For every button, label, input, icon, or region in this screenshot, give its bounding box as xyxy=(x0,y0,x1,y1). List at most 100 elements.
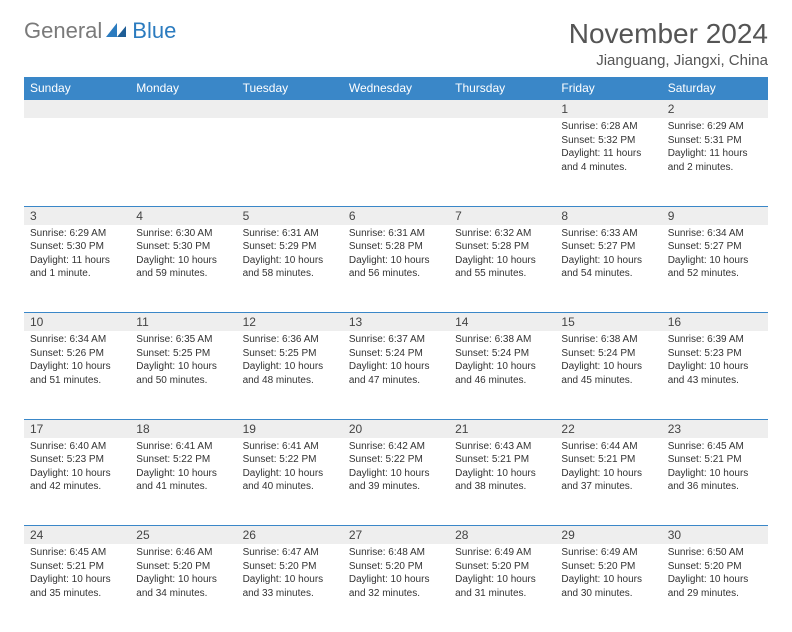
day-cell: Sunrise: 6:43 AMSunset: 5:21 PMDaylight:… xyxy=(449,438,555,526)
sunset-text: Sunset: 5:22 PM xyxy=(349,453,443,467)
week-content-row: Sunrise: 6:34 AMSunset: 5:26 PMDaylight:… xyxy=(24,331,768,419)
daylight-text: Daylight: 10 hours and 46 minutes. xyxy=(455,360,549,387)
day-content: Sunrise: 6:45 AMSunset: 5:21 PMDaylight:… xyxy=(24,544,130,606)
day-header: Thursday xyxy=(449,77,555,100)
logo: General Blue xyxy=(24,18,176,44)
daynum-cell: 21 xyxy=(449,419,555,438)
sunset-text: Sunset: 5:24 PM xyxy=(561,347,655,361)
day-cell xyxy=(449,118,555,206)
daynum-cell xyxy=(237,100,343,119)
daynum-cell: 6 xyxy=(343,206,449,225)
day-content: Sunrise: 6:49 AMSunset: 5:20 PMDaylight:… xyxy=(449,544,555,606)
day-cell xyxy=(130,118,236,206)
day-number: 17 xyxy=(24,420,130,438)
day-content: Sunrise: 6:32 AMSunset: 5:28 PMDaylight:… xyxy=(449,225,555,287)
day-content: Sunrise: 6:34 AMSunset: 5:26 PMDaylight:… xyxy=(24,331,130,393)
day-content: Sunrise: 6:31 AMSunset: 5:29 PMDaylight:… xyxy=(237,225,343,287)
sunrise-text: Sunrise: 6:30 AM xyxy=(136,227,230,241)
day-cell xyxy=(237,118,343,206)
sunrise-text: Sunrise: 6:33 AM xyxy=(561,227,655,241)
day-content: Sunrise: 6:29 AMSunset: 5:31 PMDaylight:… xyxy=(662,118,768,180)
day-header: Saturday xyxy=(662,77,768,100)
daynum-cell: 11 xyxy=(130,313,236,332)
sunset-text: Sunset: 5:22 PM xyxy=(136,453,230,467)
day-cell: Sunrise: 6:39 AMSunset: 5:23 PMDaylight:… xyxy=(662,331,768,419)
day-number: 11 xyxy=(130,313,236,331)
day-content: Sunrise: 6:33 AMSunset: 5:27 PMDaylight:… xyxy=(555,225,661,287)
day-cell: Sunrise: 6:37 AMSunset: 5:24 PMDaylight:… xyxy=(343,331,449,419)
daylight-text: Daylight: 10 hours and 36 minutes. xyxy=(668,467,762,494)
day-number: 19 xyxy=(237,420,343,438)
day-cell: Sunrise: 6:31 AMSunset: 5:28 PMDaylight:… xyxy=(343,225,449,313)
day-number: 13 xyxy=(343,313,449,331)
sunrise-text: Sunrise: 6:38 AM xyxy=(561,333,655,347)
daynum-cell: 26 xyxy=(237,526,343,545)
daynum-cell: 7 xyxy=(449,206,555,225)
day-content: Sunrise: 6:49 AMSunset: 5:20 PMDaylight:… xyxy=(555,544,661,606)
day-number: 3 xyxy=(24,207,130,225)
day-number: 7 xyxy=(449,207,555,225)
day-header: Tuesday xyxy=(237,77,343,100)
day-cell: Sunrise: 6:49 AMSunset: 5:20 PMDaylight:… xyxy=(555,544,661,632)
day-content: Sunrise: 6:40 AMSunset: 5:23 PMDaylight:… xyxy=(24,438,130,500)
day-content: Sunrise: 6:43 AMSunset: 5:21 PMDaylight:… xyxy=(449,438,555,500)
day-number: 18 xyxy=(130,420,236,438)
logo-mark-icon xyxy=(106,21,128,42)
week-daynum-row: 12 xyxy=(24,100,768,119)
day-cell: Sunrise: 6:45 AMSunset: 5:21 PMDaylight:… xyxy=(24,544,130,632)
day-content: Sunrise: 6:39 AMSunset: 5:23 PMDaylight:… xyxy=(662,331,768,393)
sunrise-text: Sunrise: 6:34 AM xyxy=(30,333,124,347)
sunrise-text: Sunrise: 6:45 AM xyxy=(668,440,762,454)
day-content: Sunrise: 6:36 AMSunset: 5:25 PMDaylight:… xyxy=(237,331,343,393)
day-number: 30 xyxy=(662,526,768,544)
day-cell: Sunrise: 6:31 AMSunset: 5:29 PMDaylight:… xyxy=(237,225,343,313)
week-daynum-row: 3456789 xyxy=(24,206,768,225)
day-number: 20 xyxy=(343,420,449,438)
sunrise-text: Sunrise: 6:39 AM xyxy=(668,333,762,347)
day-cell: Sunrise: 6:29 AMSunset: 5:30 PMDaylight:… xyxy=(24,225,130,313)
sunset-text: Sunset: 5:31 PM xyxy=(668,134,762,148)
day-content: Sunrise: 6:38 AMSunset: 5:24 PMDaylight:… xyxy=(555,331,661,393)
day-cell: Sunrise: 6:50 AMSunset: 5:20 PMDaylight:… xyxy=(662,544,768,632)
week-daynum-row: 24252627282930 xyxy=(24,526,768,545)
day-number: 25 xyxy=(130,526,236,544)
daylight-text: Daylight: 10 hours and 47 minutes. xyxy=(349,360,443,387)
day-cell xyxy=(343,118,449,206)
day-content: Sunrise: 6:28 AMSunset: 5:32 PMDaylight:… xyxy=(555,118,661,180)
sunset-text: Sunset: 5:21 PM xyxy=(455,453,549,467)
day-number: 4 xyxy=(130,207,236,225)
sunset-text: Sunset: 5:27 PM xyxy=(668,240,762,254)
sunset-text: Sunset: 5:22 PM xyxy=(243,453,337,467)
daynum-cell: 20 xyxy=(343,419,449,438)
title-block: November 2024 Jianguang, Jiangxi, China xyxy=(569,18,768,69)
daynum-cell xyxy=(343,100,449,119)
logo-word2: Blue xyxy=(132,18,176,44)
logo-word1: General xyxy=(24,18,102,44)
daynum-cell: 4 xyxy=(130,206,236,225)
sunset-text: Sunset: 5:20 PM xyxy=(243,560,337,574)
sunrise-text: Sunrise: 6:29 AM xyxy=(30,227,124,241)
daylight-text: Daylight: 11 hours and 2 minutes. xyxy=(668,147,762,174)
sunrise-text: Sunrise: 6:34 AM xyxy=(668,227,762,241)
daynum-cell: 30 xyxy=(662,526,768,545)
day-number xyxy=(237,100,343,118)
sunrise-text: Sunrise: 6:49 AM xyxy=(561,546,655,560)
day-header: Sunday xyxy=(24,77,130,100)
daynum-cell: 2 xyxy=(662,100,768,119)
day-header-row: SundayMondayTuesdayWednesdayThursdayFrid… xyxy=(24,77,768,100)
sunset-text: Sunset: 5:21 PM xyxy=(668,453,762,467)
week-daynum-row: 17181920212223 xyxy=(24,419,768,438)
day-content: Sunrise: 6:37 AMSunset: 5:24 PMDaylight:… xyxy=(343,331,449,393)
daylight-text: Daylight: 10 hours and 34 minutes. xyxy=(136,573,230,600)
day-header: Monday xyxy=(130,77,236,100)
sunset-text: Sunset: 5:32 PM xyxy=(561,134,655,148)
day-cell: Sunrise: 6:29 AMSunset: 5:31 PMDaylight:… xyxy=(662,118,768,206)
calendar-body: 12Sunrise: 6:28 AMSunset: 5:32 PMDayligh… xyxy=(24,100,768,632)
day-cell: Sunrise: 6:41 AMSunset: 5:22 PMDaylight:… xyxy=(237,438,343,526)
day-content: Sunrise: 6:48 AMSunset: 5:20 PMDaylight:… xyxy=(343,544,449,606)
daylight-text: Daylight: 10 hours and 55 minutes. xyxy=(455,254,549,281)
day-content: Sunrise: 6:46 AMSunset: 5:20 PMDaylight:… xyxy=(130,544,236,606)
daylight-text: Daylight: 10 hours and 32 minutes. xyxy=(349,573,443,600)
day-number: 12 xyxy=(237,313,343,331)
sunrise-text: Sunrise: 6:46 AM xyxy=(136,546,230,560)
